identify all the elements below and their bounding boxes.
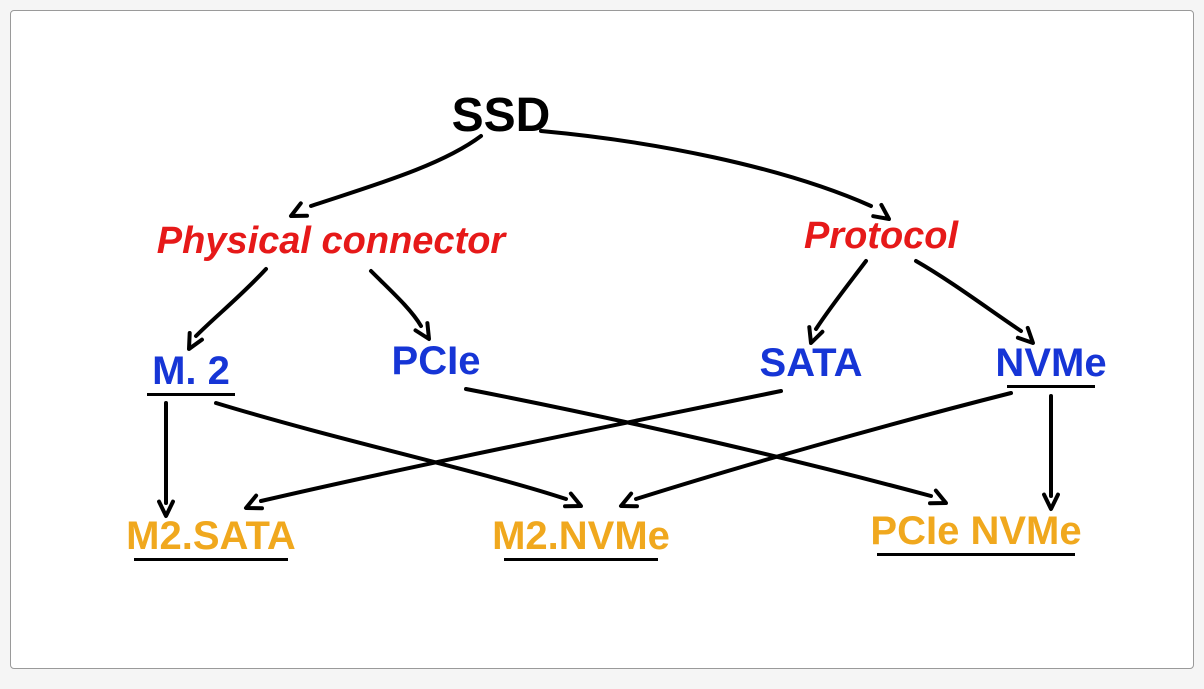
node-physconn: Physical connector [157,222,505,260]
edge-layer [11,11,1193,668]
node-protocol: Protocol [804,217,958,255]
node-pcienvme-underline [877,553,1075,556]
arrowhead-sata-m2sata [246,496,262,509]
edge-physconn-m2 [196,269,266,336]
arrowhead-nvme-pcienvme [1044,495,1058,509]
node-m2-underline [147,393,235,396]
node-root: SSD [452,92,551,140]
arrowhead-m2-m2nvme [565,494,581,507]
edge-pcie-pcienvme [466,389,931,496]
arrowhead-physconn-pcie [416,323,429,339]
edge-physconn-pcie [371,271,421,326]
edge-root-physconn [311,136,481,206]
edge-protocol-sata [816,261,866,329]
edge-m2-m2nvme [216,403,566,499]
node-nvme-underline [1007,385,1095,388]
arrowhead-physconn-m2 [189,333,202,349]
node-m2sata: M2.SATA [126,516,296,556]
arrowhead-root-physconn [291,203,307,216]
node-m2: M. 2 [152,351,230,391]
node-m2sata-underline [134,558,288,561]
node-pcienvme: PCIe NVMe [870,511,1081,551]
edge-protocol-nvme [916,261,1021,331]
edge-root-protocol [541,131,871,206]
node-m2nvme: M2.NVMe [492,516,670,556]
arrowhead-pcie-pcienvme [930,491,946,504]
node-pcie: PCIe [392,341,481,381]
edge-sata-m2sata [261,391,781,501]
node-sata: SATA [760,343,863,383]
node-m2nvme-underline [504,558,658,561]
diagram-frame: SSD Physical connector Protocol M. 2 PCI… [10,10,1194,669]
edge-nvme-m2nvme [636,393,1011,499]
node-nvme: NVMe [995,343,1106,383]
arrowhead-nvme-m2nvme [621,494,637,507]
